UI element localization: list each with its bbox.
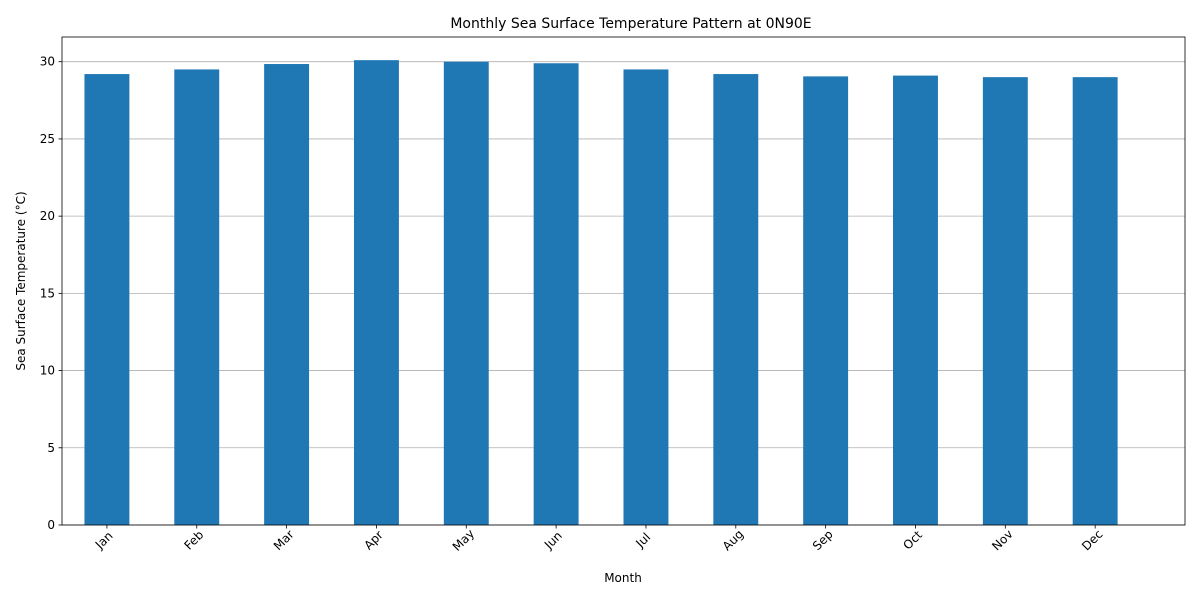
- bar-apr: [353, 60, 399, 526]
- bar-jul: [623, 69, 669, 525]
- y-tick-label: 0: [47, 518, 55, 532]
- bar-feb: [174, 69, 220, 525]
- bar-dec: [1072, 77, 1118, 525]
- y-tick-label: 15: [40, 286, 55, 300]
- y-axis-label: Sea Surface Temperature (°C): [14, 191, 28, 370]
- bar-may: [443, 61, 489, 525]
- bar-jun: [533, 63, 579, 525]
- bar-mar: [264, 64, 310, 525]
- y-tick-label: 30: [40, 55, 55, 69]
- y-tick-label: 10: [40, 364, 55, 378]
- bar-oct: [893, 75, 938, 525]
- bars: [84, 60, 1118, 526]
- bar-sep: [803, 76, 849, 525]
- bar-jan: [84, 74, 130, 525]
- y-tick-label: 25: [40, 132, 55, 146]
- bar-aug: [713, 74, 759, 525]
- y-tick-label: 20: [40, 209, 55, 223]
- x-axis-label: Month: [604, 571, 642, 585]
- chart-title: Monthly Sea Surface Temperature Pattern …: [450, 16, 811, 32]
- y-tick-label: 5: [47, 441, 55, 455]
- plot-frame: [61, 36, 1186, 526]
- bar-nov: [982, 77, 1028, 525]
